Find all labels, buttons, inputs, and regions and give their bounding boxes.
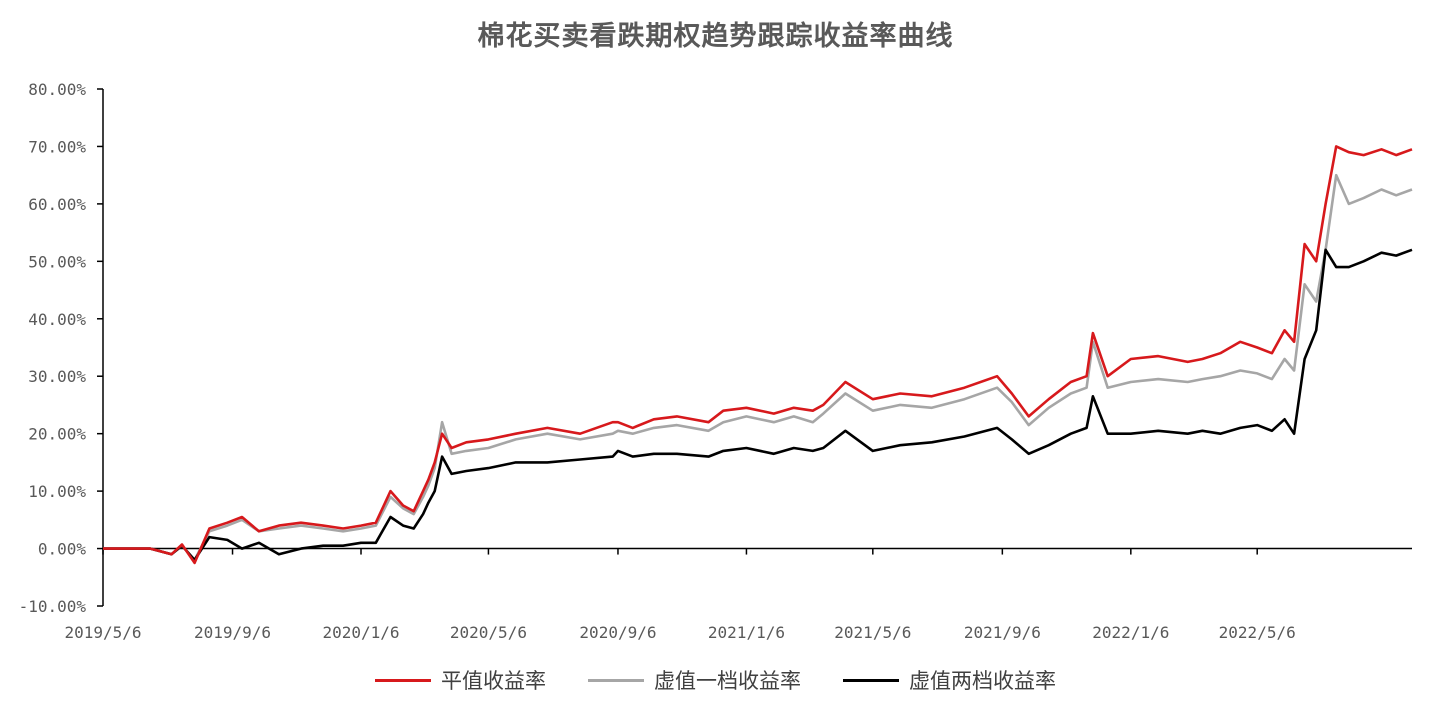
legend-label-otm2: 虚值两档收益率 (909, 669, 1056, 693)
x-tick-label: 2021/9/6 (964, 623, 1041, 642)
x-tick-label: 2021/5/6 (834, 623, 911, 642)
series-line-2 (103, 248, 1413, 562)
y-tick-label: 10.00% (28, 482, 86, 501)
y-tick-label: 20.00% (28, 425, 86, 444)
legend-swatch-otm2 (843, 678, 899, 682)
x-tick-label: 2020/5/6 (450, 623, 527, 642)
legend-item-otm1: 虚值一档收益率 (588, 665, 801, 695)
series-line-0 (103, 145, 1413, 565)
x-tick-label: 2022/1/6 (1092, 623, 1169, 642)
y-tick-label: 0.00% (38, 540, 87, 559)
legend-label-otm1: 虚值一档收益率 (654, 669, 801, 693)
y-tick-label: 40.00% (28, 310, 86, 329)
y-tick-label: -10.00% (19, 597, 87, 616)
x-tick-label: 2021/1/6 (708, 623, 785, 642)
legend-swatch-otm1 (588, 678, 644, 682)
chart-legend: 平值收益率 虚值一档收益率 虚值两档收益率 (0, 665, 1431, 695)
x-tick-label: 2019/9/6 (194, 623, 271, 642)
y-tick-label: 50.00% (28, 252, 86, 271)
legend-item-atm: 平值收益率 (375, 665, 546, 695)
y-tick-label: 60.00% (28, 195, 86, 214)
chart-title: 棉花买卖看跌期权趋势跟踪收益率曲线 (477, 21, 954, 52)
y-tick-label: 30.00% (28, 367, 86, 386)
legend-label-atm: 平值收益率 (441, 669, 546, 693)
x-tick-label: 2022/5/6 (1219, 623, 1296, 642)
x-tick-label: 2019/5/6 (64, 623, 141, 642)
x-tick-label: 2020/1/6 (322, 623, 399, 642)
legend-item-otm2: 虚值两档收益率 (843, 665, 1056, 695)
y-tick-label: 80.00% (28, 80, 86, 99)
legend-swatch-atm (375, 678, 431, 682)
series-line-1 (103, 173, 1413, 562)
y-tick-label: 70.00% (28, 137, 86, 156)
x-tick-label: 2020/9/6 (579, 623, 656, 642)
